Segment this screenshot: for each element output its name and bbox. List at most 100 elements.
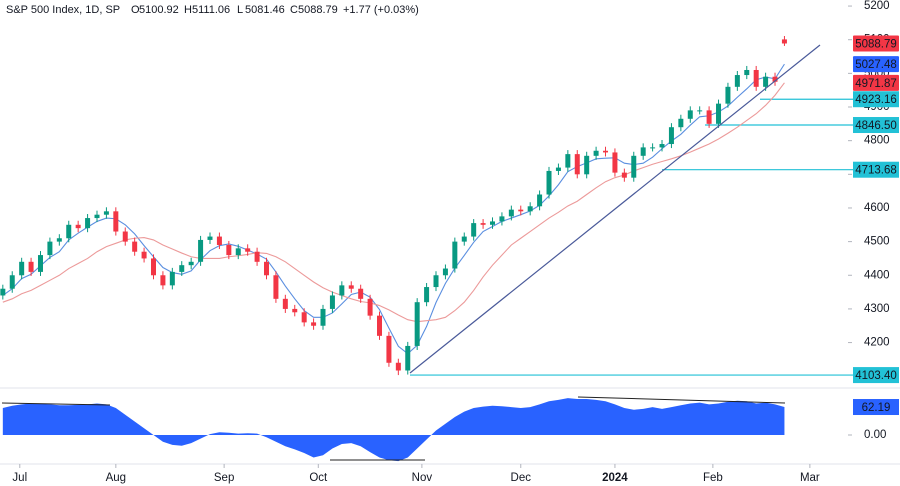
x-tick-label: Aug [106, 472, 126, 484]
moving-average [2, 63, 785, 355]
candle-body [744, 69, 750, 76]
candle-body [245, 248, 251, 252]
candle-body [612, 152, 618, 173]
candle-body [329, 295, 335, 309]
ma-label: 5027.48 [855, 59, 897, 71]
candle-body [621, 172, 627, 178]
candle-body [207, 236, 213, 240]
ohlc-key: O [131, 4, 140, 16]
candle-body [301, 312, 307, 323]
candle-body [659, 144, 665, 148]
candle-body [122, 231, 128, 242]
candle-body [442, 268, 448, 276]
x-tick-label: 2024 [602, 472, 628, 484]
candle-body [734, 75, 740, 87]
x-tick-label: Dec [511, 472, 532, 484]
candle-body [480, 223, 486, 225]
candle-body [66, 224, 72, 239]
y-tick-label: 4500 [864, 236, 890, 248]
candle-body [527, 206, 533, 212]
y-tick-label: 4200 [864, 337, 890, 349]
candle-body [47, 241, 53, 256]
ohlc-value: 5100.92 [139, 4, 179, 16]
candle-body [339, 285, 345, 296]
candle-body [565, 154, 571, 168]
candle-body [772, 76, 778, 82]
osc-label-box [853, 399, 899, 416]
candle-body [160, 275, 166, 286]
candle-body [358, 288, 364, 299]
ma-label-box [853, 74, 899, 91]
x-tick-label: Sep [214, 472, 234, 484]
candle-body [461, 236, 467, 242]
candle-body [367, 298, 373, 316]
candle-body [687, 110, 693, 119]
divergence-line [1, 402, 111, 406]
osc-y-tick-label: 0.00 [864, 429, 886, 441]
candle-body [282, 298, 288, 309]
level-label: 4846.50 [855, 120, 897, 132]
candle-body [753, 69, 759, 87]
candle-body [273, 275, 279, 299]
candle-body [113, 211, 119, 232]
candle-body [452, 241, 458, 269]
ohlc-value: 5088.79 [298, 4, 338, 16]
candle-body [264, 261, 270, 276]
ohlc-key: H [184, 4, 192, 16]
candle-body [574, 154, 580, 175]
ohlc-value: 5111.06 [192, 4, 230, 16]
level-label: 4103.40 [855, 370, 897, 382]
candle-body [405, 345, 411, 371]
candle-body [0, 288, 6, 296]
candle-body [433, 275, 439, 288]
level-label-box [853, 91, 899, 108]
ohlc-key: L [237, 4, 243, 16]
candle-body [56, 238, 62, 242]
x-tick-label: Feb [703, 472, 723, 484]
ohlc-value: 5081.46 [245, 4, 285, 16]
candle-body [226, 244, 232, 256]
chart-title: S&P 500 Index, 1D, SP [6, 4, 120, 16]
candle-body [85, 218, 91, 229]
candle-body [254, 251, 260, 262]
x-tick-label: Jul [12, 472, 27, 484]
ma-label: 4971.87 [855, 78, 897, 90]
y-tick-label: 4600 [864, 202, 890, 214]
ma-label-box [853, 56, 899, 73]
candle-body [150, 258, 156, 276]
candle-body [603, 150, 609, 153]
candle-body [706, 110, 712, 124]
candle-body [141, 251, 147, 259]
candle-body [19, 261, 25, 276]
candle-body [103, 211, 109, 215]
candle-body [631, 155, 637, 178]
candle-body [94, 214, 100, 219]
y-tick-label: 4400 [864, 269, 890, 281]
level-label: 4923.16 [855, 94, 897, 106]
candle-body [198, 239, 204, 262]
candle-body [508, 209, 514, 217]
candle-body [28, 261, 34, 272]
candle-body [593, 150, 599, 156]
candle-body [499, 216, 505, 222]
plot [0, 35, 853, 462]
candle-body [518, 209, 524, 212]
last-price-label: 5088.79 [855, 39, 897, 51]
candle-body [471, 223, 477, 237]
y-tick-label: 4800 [864, 135, 890, 147]
candle-body [169, 271, 175, 286]
candle-body [320, 308, 326, 326]
candle-body [640, 147, 646, 156]
candle-body [763, 76, 769, 87]
divergence-line [577, 396, 786, 404]
candle-body [414, 302, 420, 346]
candle-body [546, 170, 552, 195]
x-tick-label: Mar [800, 472, 820, 484]
candle-body [650, 147, 656, 149]
candle-body [555, 167, 561, 171]
candle-body [311, 322, 317, 326]
trend-line [409, 44, 821, 374]
y-tick-label: 5200 [864, 0, 890, 12]
